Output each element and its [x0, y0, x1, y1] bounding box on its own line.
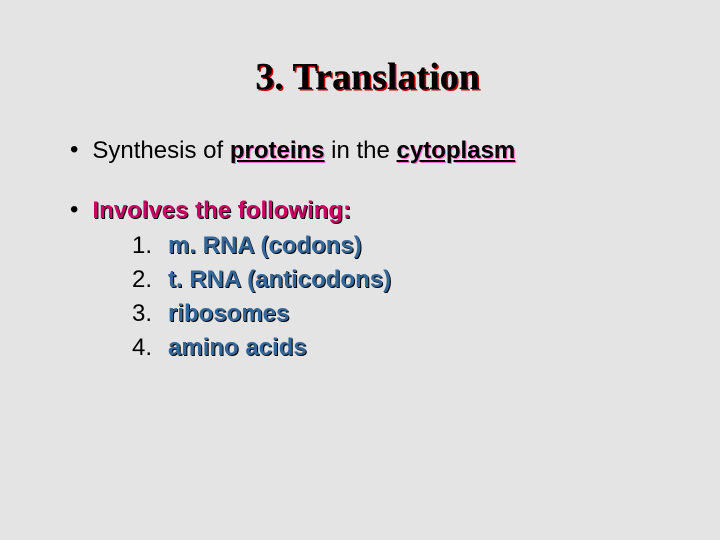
- list-text: t. RNA (anticodons): [168, 263, 391, 297]
- slide-title: 3. Translation: [70, 55, 665, 99]
- bullet-2-text: Involves the following:: [92, 195, 351, 227]
- bullet-1-text: Synthesis of proteins in the cytoplasm: [92, 135, 515, 167]
- list-item: 2. t. RNA (anticodons): [132, 263, 665, 297]
- bullet-2: • Involves the following:: [70, 195, 665, 227]
- numbered-list: 1. m. RNA (codons) 2. t. RNA (anticodons…: [132, 229, 665, 365]
- list-number: 1.: [132, 229, 168, 263]
- list-text: ribosomes: [168, 297, 289, 331]
- bullet-dot-icon: •: [70, 195, 78, 225]
- slide-container: 3. Translation • Synthesis of proteins i…: [0, 0, 720, 540]
- bullet-dot-icon: •: [70, 135, 78, 165]
- list-item: 3. ribosomes: [132, 297, 665, 331]
- keyword-involves: Involves the following:: [92, 197, 351, 224]
- bullet-1-pre: Synthesis of: [92, 137, 229, 164]
- bullet-1-mid: in the: [325, 137, 397, 164]
- keyword-proteins: proteins: [230, 137, 325, 164]
- list-text: amino acids: [168, 331, 307, 365]
- list-item: 4. amino acids: [132, 331, 665, 365]
- list-number: 4.: [132, 331, 168, 365]
- bullet-1: • Synthesis of proteins in the cytoplasm: [70, 135, 665, 167]
- keyword-cytoplasm: cytoplasm: [397, 137, 516, 164]
- list-text: m. RNA (codons): [168, 229, 362, 263]
- list-number: 3.: [132, 297, 168, 331]
- list-item: 1. m. RNA (codons): [132, 229, 665, 263]
- list-number: 2.: [132, 263, 168, 297]
